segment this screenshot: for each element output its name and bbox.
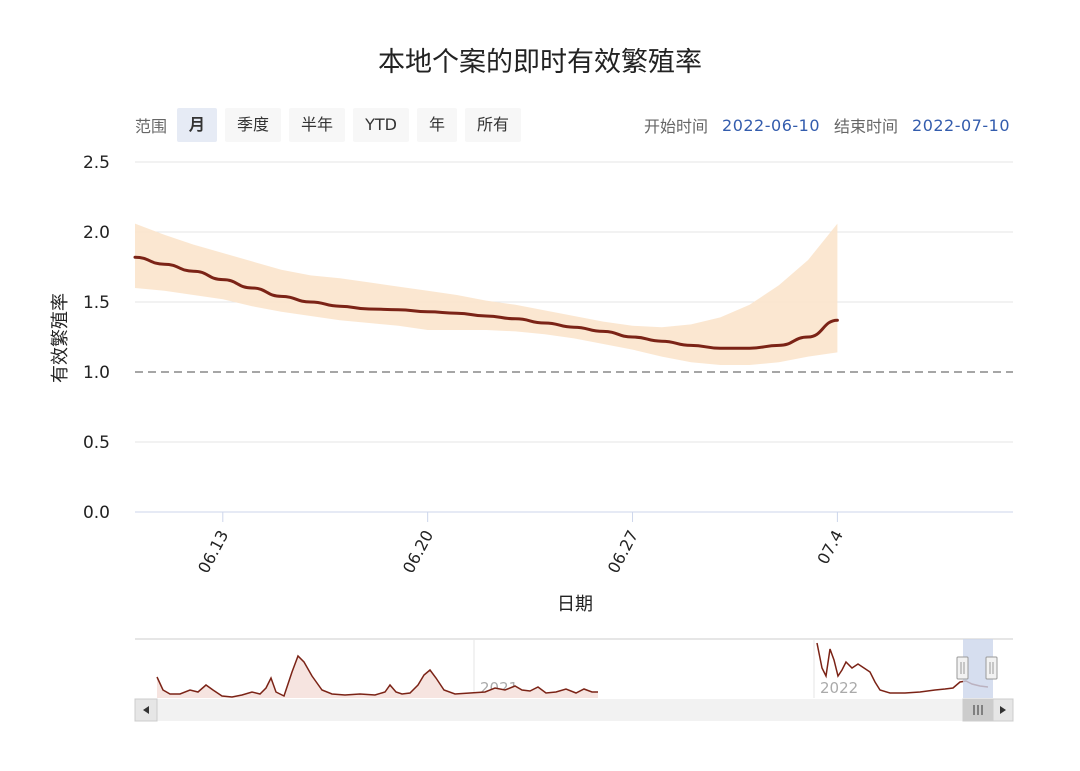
data-point bbox=[512, 316, 518, 322]
data-point bbox=[571, 324, 577, 330]
x-tick-label: 06.20 bbox=[399, 527, 437, 576]
navigator-label-2022: 2022 bbox=[820, 679, 858, 697]
range-button-month[interactable]: 月 bbox=[177, 108, 218, 142]
scrollbar-right-button[interactable] bbox=[992, 698, 1014, 722]
chart-title: 本地个案的即时有效繁殖率 bbox=[378, 47, 702, 78]
data-point bbox=[366, 306, 372, 312]
range-button-ytd[interactable]: YTD bbox=[353, 108, 409, 142]
x-axis-label: 日期 bbox=[557, 594, 593, 615]
scroll-left-arrow-icon bbox=[143, 706, 149, 714]
data-point bbox=[776, 342, 782, 348]
data-point bbox=[542, 320, 548, 326]
data-point bbox=[630, 334, 636, 340]
grid-lines bbox=[135, 161, 1013, 443]
series-line bbox=[133, 255, 839, 350]
data-point bbox=[220, 277, 226, 283]
data-point bbox=[337, 303, 343, 309]
y-tick-label: 0.5 bbox=[83, 433, 110, 453]
x-tick-label: 07.4 bbox=[813, 527, 847, 567]
range-selector: 范围 月 季度 半年 YTD 年 所有 bbox=[135, 108, 529, 142]
y-tick-label: 1.5 bbox=[83, 293, 110, 313]
x-tick-label: 06.27 bbox=[604, 527, 642, 576]
x-axis-ticks: 06.13 06.20 06.27 07.4 bbox=[194, 512, 847, 576]
range-button-quarter[interactable]: 季度 bbox=[225, 108, 282, 142]
scroll-right-arrow-icon bbox=[1000, 706, 1006, 714]
data-point bbox=[805, 334, 811, 340]
data-point bbox=[308, 299, 314, 305]
data-point bbox=[249, 285, 255, 291]
confidence-band bbox=[135, 223, 838, 365]
navigator[interactable]: 2021 2022 bbox=[134, 638, 1014, 722]
data-point bbox=[717, 345, 723, 351]
navigator-line bbox=[816, 642, 989, 694]
data-point bbox=[454, 310, 460, 316]
data-point bbox=[600, 328, 606, 334]
navigator-handle-left[interactable] bbox=[956, 656, 969, 680]
navigator-area bbox=[157, 656, 598, 698]
data-point bbox=[688, 342, 694, 348]
data-point bbox=[425, 309, 431, 315]
data-point bbox=[161, 261, 167, 267]
y-tick-label: 2.0 bbox=[83, 223, 110, 243]
y-axis-label: 有效繁殖率 bbox=[49, 293, 71, 383]
start-date-input[interactable]: 2022-06-10 bbox=[722, 115, 820, 135]
y-tick-label: 0.0 bbox=[83, 503, 110, 523]
start-date-label: 开始时间 bbox=[644, 117, 709, 136]
data-point bbox=[278, 293, 284, 299]
range-button-all[interactable]: 所有 bbox=[464, 108, 521, 142]
range-button-year[interactable]: 年 bbox=[416, 108, 457, 142]
x-tick-label: 06.13 bbox=[194, 527, 232, 576]
data-point bbox=[834, 317, 840, 323]
date-range-inputs: 开始时间 2022-06-10 结束时间 2022-07-10 bbox=[644, 108, 1010, 142]
navigator-handle-right[interactable] bbox=[985, 656, 998, 680]
y-axis-ticks: 0.0 0.5 1.0 1.5 2.0 2.5 bbox=[83, 153, 110, 523]
end-date-input[interactable]: 2022-07-10 bbox=[912, 115, 1010, 135]
data-point bbox=[132, 254, 138, 260]
y-tick-label: 2.5 bbox=[83, 153, 110, 173]
data-point bbox=[659, 338, 665, 344]
scrollbar-thumb[interactable] bbox=[962, 698, 994, 722]
navigator-line bbox=[156, 654, 598, 698]
data-point bbox=[483, 313, 489, 319]
data-point bbox=[395, 307, 401, 313]
y-tick-label: 1.0 bbox=[83, 363, 110, 383]
range-button-half-year[interactable]: 半年 bbox=[289, 108, 346, 142]
data-point bbox=[747, 345, 753, 351]
scrollbar-track[interactable] bbox=[135, 699, 1013, 721]
range-label: 范围 bbox=[135, 117, 168, 136]
data-point bbox=[191, 268, 197, 274]
scrollbar-left-button[interactable] bbox=[134, 698, 158, 722]
end-date-label: 结束时间 bbox=[834, 117, 899, 136]
